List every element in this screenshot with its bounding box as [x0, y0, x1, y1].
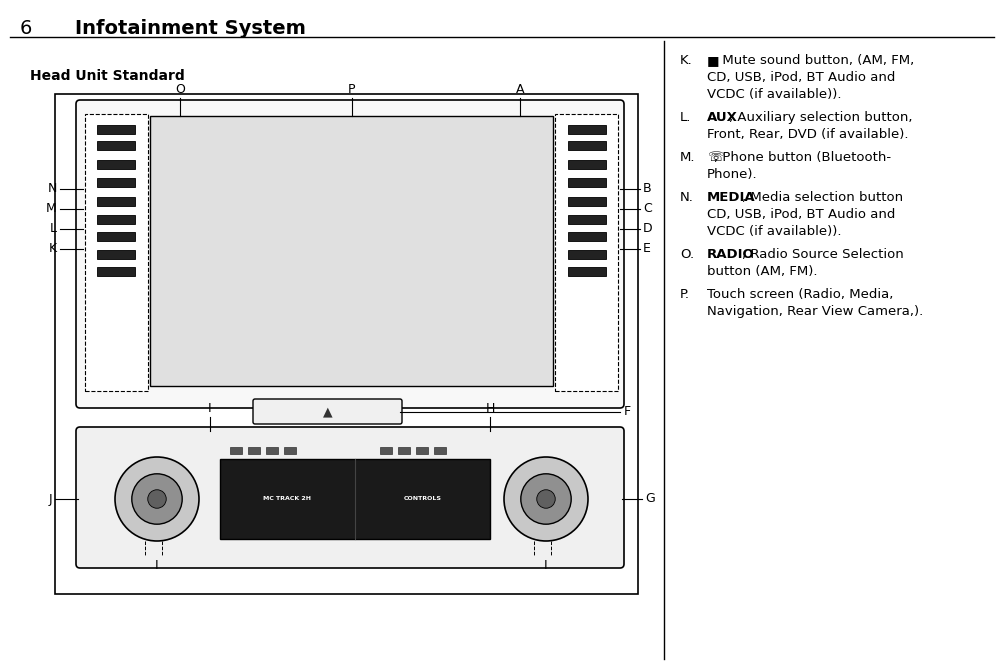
Text: M: M	[46, 203, 57, 215]
Bar	[55, 94, 637, 594]
Bar	[97, 232, 134, 241]
Text: C: C	[642, 203, 651, 215]
Bar	[97, 125, 134, 134]
Text: button (AM, FM).: button (AM, FM).	[706, 265, 816, 278]
Bar	[248, 447, 260, 454]
Bar	[97, 160, 134, 169]
Text: AUX: AUX	[706, 111, 737, 124]
Text: ☏: ☏	[706, 151, 723, 164]
Text: , Media selection button: , Media selection button	[741, 191, 903, 204]
Text: G: G	[644, 492, 654, 506]
Bar	[568, 215, 606, 224]
Text: VCDC (if available)).: VCDC (if available)).	[706, 225, 841, 238]
Text: L.: L.	[679, 111, 691, 124]
FancyBboxPatch shape	[76, 427, 624, 568]
Circle shape	[504, 457, 588, 541]
Bar	[97, 197, 134, 206]
Text: D: D	[642, 223, 652, 235]
Text: , Mute sound button, (AM, FM,: , Mute sound button, (AM, FM,	[713, 54, 914, 67]
Circle shape	[521, 474, 571, 524]
Text: F: F	[624, 405, 631, 418]
Circle shape	[131, 474, 182, 524]
Text: A: A	[516, 83, 524, 96]
Circle shape	[147, 490, 166, 508]
Bar	[97, 215, 134, 224]
Text: O: O	[175, 83, 185, 96]
Text: I: I	[544, 559, 548, 572]
Text: Touch screen (Radio, Media,: Touch screen (Radio, Media,	[706, 288, 893, 301]
Bar	[433, 447, 445, 454]
Circle shape	[537, 490, 555, 508]
Text: L: L	[50, 223, 57, 235]
Text: ▲: ▲	[322, 405, 332, 418]
Text: N: N	[47, 183, 57, 195]
Bar	[97, 250, 134, 259]
Bar	[568, 250, 606, 259]
Bar	[555, 114, 618, 391]
Text: Front, Rear, DVD (if available).: Front, Rear, DVD (if available).	[706, 128, 908, 141]
FancyBboxPatch shape	[253, 399, 401, 424]
Text: O.: O.	[679, 248, 693, 261]
Bar	[568, 197, 606, 206]
Text: Navigation, Rear View Camera,).: Navigation, Rear View Camera,).	[706, 305, 923, 318]
Bar	[397, 447, 409, 454]
Text: K.: K.	[679, 54, 692, 67]
Text: , Radio Source Selection: , Radio Source Selection	[741, 248, 903, 261]
Text: I: I	[208, 402, 212, 415]
Text: M.: M.	[679, 151, 695, 164]
Text: Infotainment System: Infotainment System	[75, 19, 306, 38]
Bar	[149, 116, 553, 386]
Text: B: B	[642, 183, 651, 195]
Text: ■: ■	[706, 54, 719, 67]
Text: , Phone button (Bluetooth-: , Phone button (Bluetooth-	[713, 151, 891, 164]
Text: RADIO: RADIO	[706, 248, 754, 261]
Text: VCDC (if available)).: VCDC (if available)).	[706, 88, 841, 101]
Bar	[85, 114, 147, 391]
FancyBboxPatch shape	[76, 100, 624, 408]
Circle shape	[115, 457, 199, 541]
Text: H: H	[484, 402, 494, 415]
Text: P.: P.	[679, 288, 689, 301]
Bar	[568, 178, 606, 187]
Bar	[97, 178, 134, 187]
Bar	[568, 125, 606, 134]
Bar	[266, 447, 278, 454]
Text: 6: 6	[20, 19, 32, 38]
Text: Head Unit Standard: Head Unit Standard	[30, 69, 185, 83]
Bar	[220, 459, 489, 539]
Text: J: J	[48, 492, 52, 506]
Text: MEDIA: MEDIA	[706, 191, 755, 204]
Text: CD, USB, iPod, BT Audio and: CD, USB, iPod, BT Audio and	[706, 208, 895, 221]
Bar	[568, 267, 606, 276]
Text: E: E	[642, 242, 650, 256]
Text: K: K	[49, 242, 57, 256]
Bar	[568, 141, 606, 150]
Bar	[97, 267, 134, 276]
Text: CONTROLS: CONTROLS	[403, 496, 441, 502]
Bar	[415, 447, 427, 454]
Text: , Auxiliary selection button,: , Auxiliary selection button,	[728, 111, 911, 124]
Bar	[568, 160, 606, 169]
Bar	[230, 447, 242, 454]
Text: MC TRACK 2H: MC TRACK 2H	[263, 496, 311, 502]
Text: N.: N.	[679, 191, 693, 204]
Text: Phone).: Phone).	[706, 168, 757, 181]
Bar	[284, 447, 296, 454]
Text: P: P	[348, 83, 355, 96]
Text: I: I	[155, 559, 158, 572]
Text: CD, USB, iPod, BT Audio and: CD, USB, iPod, BT Audio and	[706, 71, 895, 84]
Bar	[379, 447, 391, 454]
Bar	[97, 141, 134, 150]
Bar	[568, 232, 606, 241]
